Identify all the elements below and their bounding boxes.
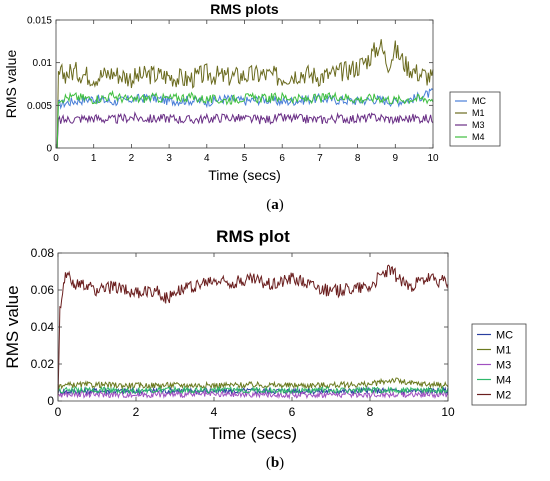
chart-title: RMS plots	[210, 1, 279, 17]
caption-b-label: b	[270, 455, 280, 471]
x-tick-label: 4	[204, 153, 210, 164]
legend-label-mc: MC	[496, 329, 513, 341]
y-axis-label: RMS value	[3, 285, 22, 368]
series-line-m3	[57, 390, 449, 400]
x-tick-label: 4	[211, 405, 218, 419]
x-tick-label: 2	[129, 153, 135, 164]
y-axis-label: RMS value	[3, 50, 19, 119]
legend-label-mc: MC	[472, 96, 486, 106]
series-line-mc	[56, 87, 434, 149]
x-tick-label: 8	[367, 405, 374, 419]
x-axis-label: Time (secs)	[209, 424, 297, 443]
series-line-m4	[57, 385, 449, 395]
series-line-m4	[56, 89, 434, 149]
x-tick-label: 10	[427, 153, 439, 164]
rms-plots-chart-a: RMS plots 0 1 2 3 4 5 6 7 8 9 10 0 0.005 0.01 0.015 Time…	[3, 1, 501, 183]
y-tick-label: 0.02	[31, 357, 55, 371]
series-line-m2	[57, 264, 449, 398]
x-tick-label: 8	[355, 153, 361, 164]
x-axis-label: Time (secs)	[208, 167, 281, 183]
caption-a-label: a	[271, 197, 279, 213]
chart-title: RMS plot	[216, 227, 290, 246]
x-tick-label: 0	[55, 405, 62, 419]
legend-label-m1: M1	[496, 344, 511, 356]
series-line-m1	[56, 39, 434, 149]
x-tick-label: 5	[242, 153, 248, 164]
series-line-m3	[56, 111, 434, 149]
legend-label-m4: M4	[472, 132, 485, 142]
caption-b: (b)	[265, 455, 285, 471]
y-tick-label: 0.005	[27, 101, 52, 112]
legend-label-m3: M3	[472, 120, 485, 130]
series-line-mc	[57, 386, 449, 397]
caption-a: (a)	[266, 197, 284, 213]
x-tick-label: 1	[91, 153, 97, 164]
x-tick-label: 2	[133, 405, 140, 419]
legend-label-m4: M4	[496, 374, 511, 386]
x-tick-label: 9	[393, 153, 399, 164]
x-tick-label: 6	[289, 405, 296, 419]
y-tick-label: 0.06	[31, 283, 55, 297]
rms-plot-chart-b: RMS plot 0 2 4 6 8 10 0 0.02 0.04 0.06 0.08 Time (se…	[3, 227, 527, 443]
legend-label-m1: M1	[472, 108, 485, 118]
legend-label-m2: M2	[496, 389, 511, 401]
y-tick-label: 0.01	[33, 58, 53, 69]
y-tick-label: 0.08	[31, 246, 55, 260]
y-tick-label: 0.04	[31, 320, 55, 334]
x-tick-label: 10	[441, 405, 455, 419]
x-tick-label: 7	[317, 153, 323, 164]
x-tick-label: 0	[53, 153, 59, 164]
plot-area	[56, 20, 433, 148]
y-tick-label: 0.015	[27, 16, 52, 27]
legend-label-m3: M3	[496, 359, 511, 371]
x-tick-label: 6	[279, 153, 285, 164]
x-tick-label: 3	[166, 153, 172, 164]
y-tick-label: 0	[46, 144, 52, 155]
y-tick-label: 0	[47, 394, 54, 408]
